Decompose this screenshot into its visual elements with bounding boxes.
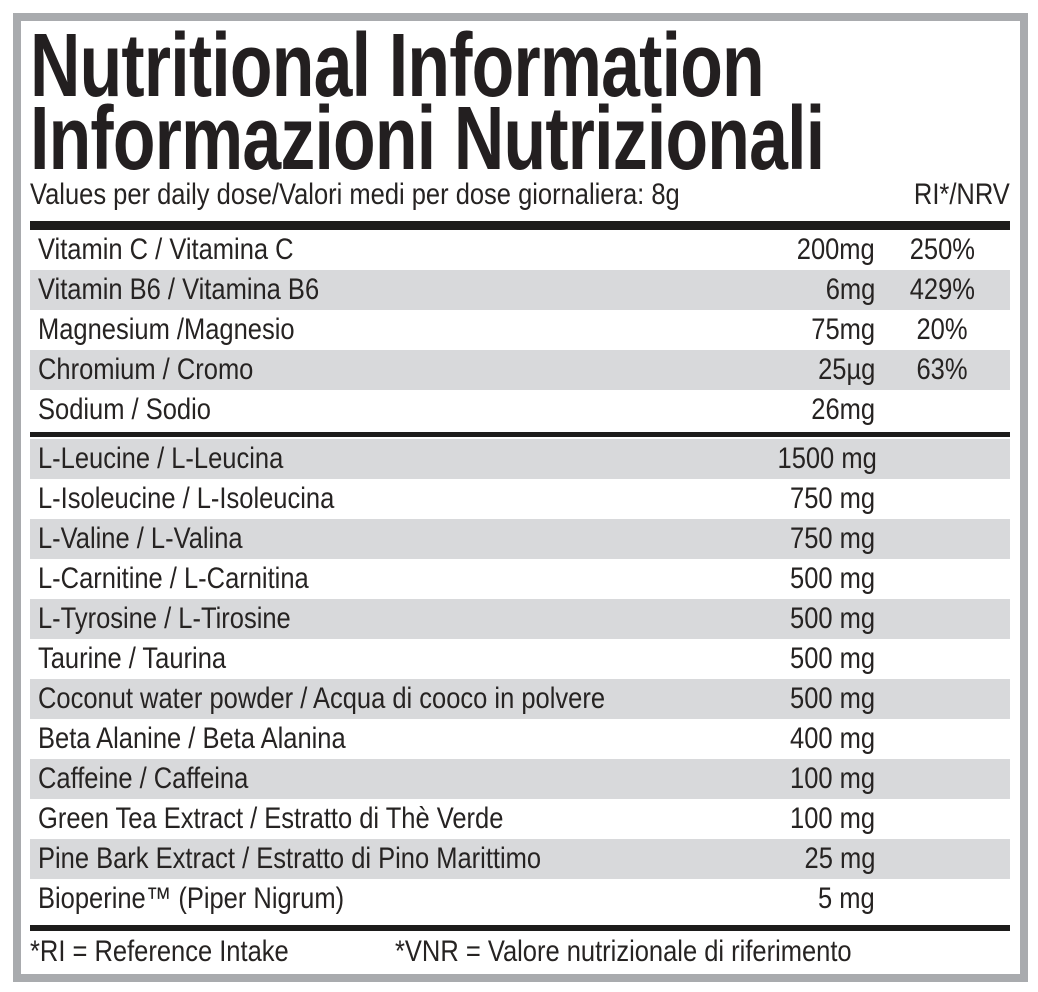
row-amount: 500 mg [789, 682, 875, 715]
row-ri-percent [875, 395, 1010, 425]
row-amount: 400 mg [789, 722, 875, 755]
table-row: L-Valine / L-Valina 750 mg [30, 519, 1010, 559]
row-label: L-Carnitine / L-Carnitina [38, 562, 309, 595]
row-label: Vitamin C / Vitamina C [38, 233, 294, 266]
table-row: L-Tyrosine / L-Tirosine 500 mg [30, 599, 1010, 639]
row-amount: 100 mg [789, 802, 875, 835]
label-frame: Nutritional Information Informazioni Nut… [13, 13, 1028, 982]
row-amount: 6mg [825, 273, 875, 306]
column-header-dose: Values per daily dose/Valori medi per do… [30, 178, 680, 211]
row-amount: 26mg [811, 393, 875, 426]
row-amount: 5 mg [818, 882, 875, 915]
row-label: Taurine / Taurina [38, 642, 227, 675]
row-amount: 500 mg [789, 562, 875, 595]
row-ri-percent: 20% [916, 313, 969, 346]
row-label: L-Isoleucine / L-Isoleucina [38, 482, 335, 515]
table-row: Vitamin C / Vitamina C 200mg 250% [30, 230, 1010, 270]
table-row: Vitamin B6 / Vitamina B6 6mg 429% [30, 270, 1010, 310]
table-section-vitamins: Vitamin C / Vitamina C 200mg 250% Vitamin B… [30, 230, 1010, 430]
row-ri-percent [875, 524, 1010, 554]
row-amount: 500 mg [789, 602, 875, 635]
table-row: Taurine / Taurina 500 mg [30, 639, 1010, 679]
table-row: Chromium / Cromo 25µg 63% [30, 350, 1010, 390]
table-row: L-Carnitine / L-Carnitina 500 mg [30, 559, 1010, 599]
row-ri-percent [875, 684, 1010, 714]
page-title: Nutritional Information Informazioni Nut… [30, 21, 1010, 184]
section-divider-bar [30, 432, 1010, 437]
footnote-ri: *RI = Reference Intake [30, 935, 289, 968]
row-label: Chromium / Cromo [38, 353, 254, 386]
footnote: *RI = Reference Intake *VNR = Valore nut… [30, 931, 1010, 973]
table-row: L-Leucine / L-Leucina 1500 mg [30, 439, 1010, 479]
row-ri-percent [875, 644, 1010, 674]
table-row: Pine Bark Extract / Estratto di Pino Mar… [30, 839, 1010, 879]
row-ri-percent [875, 604, 1010, 634]
row-ri-percent [875, 844, 1010, 874]
row-amount: 25µg [817, 353, 875, 386]
row-label: Beta Alanine / Beta Alanina [38, 722, 346, 755]
table-section-actives: L-Leucine / L-Leucina 1500 mg L-Isoleucine… [30, 439, 1010, 919]
table-row: Coconut water powder / Acqua di cooco in… [30, 679, 1010, 719]
row-ri-percent: 250% [909, 233, 976, 266]
row-label: Coconut water powder / Acqua di cooco in… [38, 682, 606, 715]
table-row: Magnesium /Magnesio 75mg 20% [30, 310, 1010, 350]
row-ri-percent [875, 564, 1010, 594]
column-header: Values per daily dose/Valori medi per do… [30, 173, 1010, 219]
row-ri-percent: 429% [909, 273, 976, 306]
row-amount: 750 mg [789, 482, 875, 515]
table-row: Caffeine / Caffeina 100 mg [30, 759, 1010, 799]
row-amount: 1500 mg [777, 442, 877, 475]
table-row: L-Isoleucine / L-Isoleucina 750 mg [30, 479, 1010, 519]
row-ri-percent [875, 764, 1010, 794]
row-amount: 75mg [811, 313, 875, 346]
header-divider-bar [30, 221, 1010, 230]
table-row: Bioperine™ (Piper Nigrum) 5 mg [30, 879, 1010, 919]
row-ri-percent: 63% [916, 353, 969, 386]
row-label: Sodium / Sodio [38, 393, 211, 426]
row-ri-percent [875, 804, 1010, 834]
row-label: Vitamin B6 / Vitamina B6 [38, 273, 320, 306]
row-label: Magnesium /Magnesio [38, 313, 295, 346]
row-ri-percent [875, 884, 1010, 914]
row-label: Green Tea Extract / Estratto di Thè Verd… [38, 802, 504, 835]
row-label: Bioperine™ (Piper Nigrum) [38, 882, 345, 915]
row-amount: 500 mg [789, 642, 875, 675]
row-label: Caffeine / Caffeina [38, 762, 249, 795]
footer-divider-bar [30, 925, 1010, 931]
row-label: L-Tyrosine / L-Tirosine [38, 602, 291, 635]
title-line-it: Informazioni Nutrizionali [30, 88, 825, 189]
row-amount: 25 mg [804, 842, 875, 875]
row-ri-percent [875, 724, 1010, 754]
row-ri-percent [875, 484, 1010, 514]
row-label: L-Leucine / L-Leucina [38, 442, 284, 475]
row-amount: 100 mg [789, 762, 875, 795]
row-label: Pine Bark Extract / Estratto di Pino Mar… [38, 842, 542, 875]
row-amount: 200mg [797, 233, 875, 266]
table-row: Green Tea Extract / Estratto di Thè Verd… [30, 799, 1010, 839]
row-ri-percent [875, 444, 1010, 474]
footnote-vnr: *VNR = Valore nutrizionale di riferiment… [395, 935, 852, 968]
label-content: Nutritional Information Informazioni Nut… [21, 21, 1020, 974]
table-row: Sodium / Sodio 26mg [30, 390, 1010, 430]
title-line-en: Nutritional Information [30, 21, 765, 116]
row-amount: 750 mg [789, 522, 875, 555]
row-label: L-Valine / L-Valina [38, 522, 243, 555]
column-header-ri-nrv: RI*/NRV [914, 178, 1010, 211]
table-row: Beta Alanine / Beta Alanina 400 mg [30, 719, 1010, 759]
